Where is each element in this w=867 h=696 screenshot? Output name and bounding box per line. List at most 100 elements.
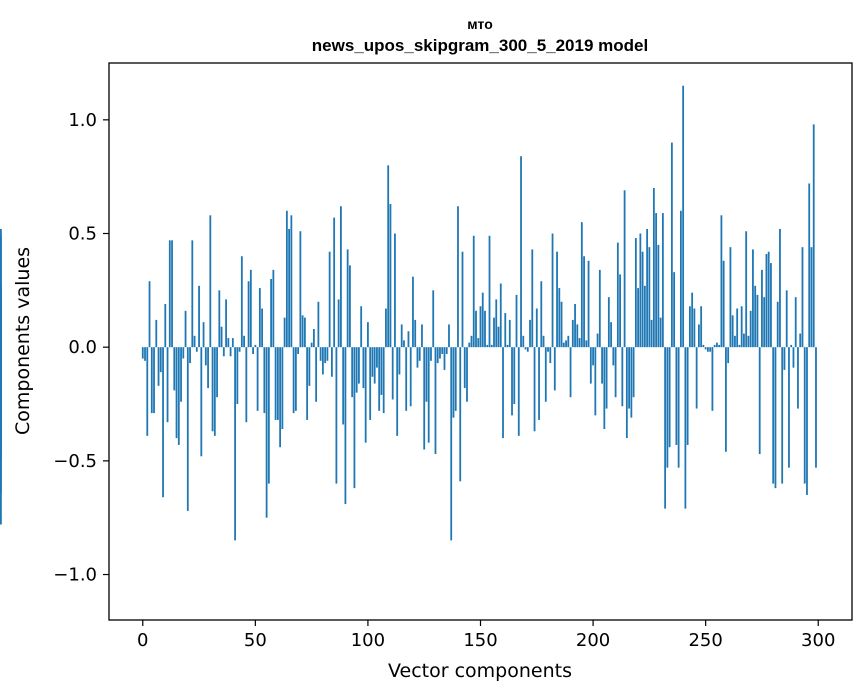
bar-190 — [569, 347, 572, 398]
bar-220 — [637, 288, 640, 348]
bar-249 — [702, 344, 705, 348]
bar-undefined — [0, 228, 2, 348]
x-tick-label: 100 — [351, 630, 385, 651]
bar-14 — [173, 347, 176, 391]
bar-10 — [164, 303, 167, 348]
bar-108 — [385, 308, 387, 348]
bar-184 — [556, 251, 558, 348]
bar-50 — [254, 344, 257, 348]
bar-87 — [337, 299, 340, 348]
bar-263 — [734, 335, 736, 348]
bar-152 — [484, 310, 486, 348]
bar-215 — [625, 347, 628, 439]
bar-143 — [463, 347, 466, 389]
bar-38 — [227, 338, 230, 348]
bar-275 — [761, 269, 763, 348]
bar-88 — [340, 206, 342, 348]
bar-222 — [641, 251, 644, 348]
bar-118 — [407, 331, 410, 348]
bar-197 — [585, 340, 588, 348]
bar-17 — [180, 347, 182, 402]
bar-177 — [540, 281, 543, 348]
bar-209 — [612, 347, 615, 366]
bar-219 — [634, 238, 637, 348]
bar-180 — [547, 347, 549, 352]
bar-111 — [391, 347, 394, 400]
bar-19 — [184, 310, 187, 348]
bar-145 — [468, 342, 471, 348]
bar-83 — [328, 251, 331, 348]
x-tick-label: 250 — [688, 630, 722, 651]
x-tick-label: 50 — [244, 630, 267, 651]
bar-73 — [306, 347, 309, 420]
bar-173 — [531, 249, 534, 348]
bar-246 — [695, 347, 698, 409]
x-axis-label: Vector components — [388, 660, 572, 682]
bar-30 — [209, 215, 212, 348]
bar-191 — [571, 319, 574, 348]
bar-22 — [191, 240, 194, 348]
bar-233 — [666, 347, 669, 468]
bar-241 — [684, 347, 687, 509]
bar-160 — [502, 347, 504, 439]
bar-295 — [806, 347, 808, 495]
bar-240 — [682, 85, 685, 348]
x-tick-label: 0 — [137, 630, 148, 651]
bar-162 — [506, 344, 509, 348]
bar-98 — [362, 347, 365, 389]
bar-151 — [481, 292, 484, 348]
bar-21 — [189, 347, 191, 364]
bar-195 — [580, 222, 583, 348]
y-axis: 1.0 0.5 0.0 −0.5 −1.0 — [53, 110, 109, 586]
bar-268 — [745, 231, 748, 348]
bar-109 — [387, 165, 390, 348]
bar-91 — [346, 249, 349, 348]
bar-44 — [240, 256, 243, 348]
bar-36 — [222, 347, 225, 357]
bar-56 — [267, 347, 270, 484]
bar-undefined — [0, 347, 2, 493]
bar-251 — [707, 347, 709, 352]
bar-163 — [508, 319, 511, 348]
bar-8 — [159, 347, 162, 373]
bar-137 — [450, 347, 453, 541]
bar-288 — [790, 344, 793, 348]
bar-58 — [272, 269, 275, 348]
bar-61 — [279, 347, 282, 448]
bar-28 — [204, 347, 207, 366]
bar-170 — [524, 347, 527, 350]
bar-65 — [288, 228, 291, 348]
y-tick-label: −0.5 — [53, 451, 97, 472]
bar-158 — [497, 326, 500, 348]
bar-62 — [281, 347, 284, 430]
bar-95 — [355, 347, 358, 393]
bar-217 — [630, 347, 633, 418]
bar-149 — [477, 338, 480, 348]
bar-259 — [725, 347, 727, 452]
bar-25 — [198, 285, 200, 348]
y-tick-label: −1.0 — [53, 565, 97, 586]
bar-0 — [141, 347, 144, 359]
bar-208 — [610, 322, 612, 348]
bar-229 — [657, 244, 660, 348]
bar-277 — [765, 253, 768, 348]
bar-86 — [335, 347, 338, 484]
bar-171 — [526, 347, 529, 352]
bar-78 — [317, 301, 320, 348]
bar-121 — [414, 319, 417, 348]
bar-192 — [574, 303, 576, 348]
bar-148 — [475, 310, 477, 348]
bar-85 — [333, 217, 336, 348]
y-tick-label: 0.5 — [68, 224, 97, 245]
bar-120 — [412, 276, 414, 348]
bar-299 — [815, 347, 817, 468]
bar-267 — [743, 333, 745, 348]
bar-45 — [243, 335, 245, 348]
bar-178 — [542, 335, 545, 348]
bar-169 — [522, 335, 525, 348]
bar-20 — [186, 347, 189, 511]
bar-94 — [353, 347, 356, 489]
bar-146 — [470, 335, 473, 348]
bar-200 — [592, 347, 594, 366]
bar-33 — [216, 347, 218, 398]
